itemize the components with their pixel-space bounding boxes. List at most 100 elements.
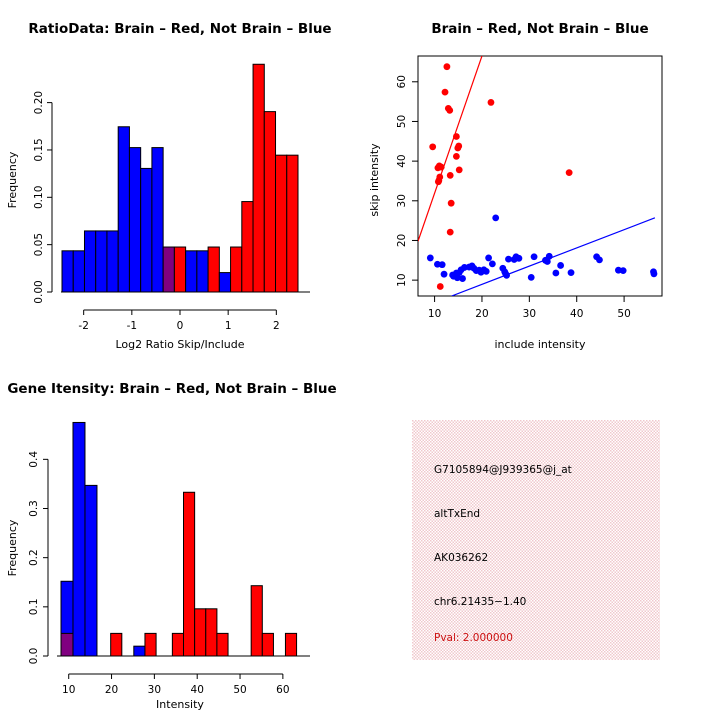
histogram-bar (117, 126, 130, 293)
y-tick-label: 0.15 (33, 138, 45, 161)
scatter-point (447, 199, 455, 207)
scatter-point (454, 144, 462, 152)
x-tick-label: 20 (105, 684, 118, 696)
x-tick-label: -2 (78, 320, 88, 332)
event-type-text: altTxEnd (434, 508, 481, 520)
y-tick-label: 0.2 (28, 549, 40, 566)
x-tick-label: 30 (148, 684, 161, 696)
scatter-x-axis-label: include intensity (494, 338, 586, 351)
scatter-point (505, 255, 512, 263)
scatter-point (434, 164, 442, 172)
y-tick-label: 30 (396, 194, 408, 207)
gene-histogram-svg: Gene Itensity: Brain – Red, Not Brain – … (6, 381, 337, 711)
histogram-bar (218, 272, 232, 293)
scatter-point (565, 169, 573, 177)
panel-probe-info: G7105894@J939365@j_at altTxEnd AK036262 … (360, 360, 720, 720)
histogram-bar (106, 230, 119, 293)
x-tick-label: 10 (428, 308, 441, 320)
x-tick-label: 50 (617, 308, 630, 320)
y-tick-label: 0.20 (33, 91, 45, 114)
gene-histogram-axes: 0.0 0.1 0.2 0.3 0.4 10 20 30 40 50 60 (28, 451, 310, 696)
histogram-bar (173, 246, 187, 293)
y-tick-label: 0.10 (33, 186, 45, 209)
y-tick-label: 20 (396, 234, 408, 247)
scatter-point (650, 270, 658, 278)
scatter-point (552, 269, 560, 277)
x-tick-label: 0 (177, 320, 184, 332)
pval-text: Pval: 2.000000 (434, 632, 513, 644)
scatter-point (488, 260, 496, 268)
scatter-point (530, 253, 538, 261)
histogram-bar (207, 246, 220, 293)
panel-intensity-scatter: Brain – Red, Not Brain – Blue 10 20 30 40 50… (360, 0, 720, 360)
x-tick-label: 60 (276, 684, 289, 696)
fit-line (418, 56, 483, 242)
scatter-point (545, 252, 553, 260)
x-tick-label: 50 (233, 684, 246, 696)
accession-text: AK036262 (434, 552, 489, 564)
panel-ratio-histogram: RatioData: Brain – Red, Not Brain – Blue… (0, 0, 360, 360)
x-tick-label: 40 (191, 684, 204, 696)
scatter-axes: 10 20 30 40 50 10 20 30 40 50 60 (396, 75, 631, 320)
scatter-point (452, 152, 460, 160)
y-tick-label: 0.1 (28, 598, 40, 615)
x-tick-label: 40 (570, 308, 583, 320)
histogram-bar (205, 608, 218, 657)
histogram-bar (185, 250, 198, 293)
histogram-bar (196, 250, 209, 293)
scatter-point (455, 166, 463, 174)
scatter-point (492, 214, 500, 222)
gene-x-axis-label: Intensity (156, 698, 204, 711)
histogram-bar (286, 154, 299, 293)
intensity-scatter-svg: Brain – Red, Not Brain – Blue 10 20 30 40 50… (368, 21, 663, 351)
scatter-point (440, 270, 448, 278)
scatter-point (441, 88, 449, 96)
scatter-point (527, 273, 535, 281)
histogram-bar (144, 632, 157, 657)
histogram-bar (151, 147, 164, 293)
scatter-point (452, 133, 460, 140)
y-tick-label: 0.4 (28, 451, 40, 468)
scatter-point (438, 261, 446, 269)
scatter-point (619, 267, 627, 275)
ratio-histogram-svg: RatioData: Brain – Red, Not Brain – Blue… (6, 21, 332, 351)
histogram-bar (95, 230, 108, 293)
scatter-point (459, 275, 466, 282)
histogram-bar (216, 632, 229, 657)
y-tick-label: 40 (396, 154, 408, 167)
histogram-bar (263, 111, 277, 293)
scatter-point (434, 178, 442, 186)
gene-y-axis-label: Frequency (6, 519, 19, 576)
ratio-y-axis-label: Frequency (6, 151, 19, 208)
scatter-data-points (426, 63, 658, 290)
probe-info-box: G7105894@J939365@j_at altTxEnd AK036262 … (412, 420, 660, 660)
scatter-point (443, 63, 451, 71)
histogram-bar (250, 585, 263, 657)
scatter-point (485, 254, 492, 262)
scatter-point (487, 99, 495, 106)
scatter-title: Brain – Red, Not Brain – Blue (431, 21, 648, 37)
scatter-point (446, 228, 454, 236)
y-tick-label: 0.0 (28, 648, 40, 665)
scatter-point (453, 274, 461, 282)
ratio-histogram-title: RatioData: Brain – Red, Not Brain – Blue (28, 21, 331, 37)
scatter-point (436, 283, 444, 290)
x-tick-label: 1 (225, 320, 232, 332)
locus-text: chr6.21435−1.40 (434, 596, 527, 608)
histogram-bar (140, 167, 153, 293)
scatter-point (429, 143, 437, 151)
probe-id-text: G7105894@J939365@j_at (434, 464, 572, 476)
x-tick-label: 2 (273, 320, 280, 332)
histogram-bar (171, 632, 185, 657)
histogram-bar (162, 246, 175, 293)
histogram-bar (230, 246, 243, 293)
x-tick-label: 10 (62, 684, 75, 696)
histogram-bar (72, 250, 85, 293)
fit-line (451, 217, 656, 296)
histogram-bar (261, 632, 274, 657)
x-tick-label: 30 (523, 308, 536, 320)
x-tick-label: -1 (127, 320, 137, 332)
scatter-point (446, 106, 454, 114)
ratio-histogram-bars (61, 63, 299, 293)
